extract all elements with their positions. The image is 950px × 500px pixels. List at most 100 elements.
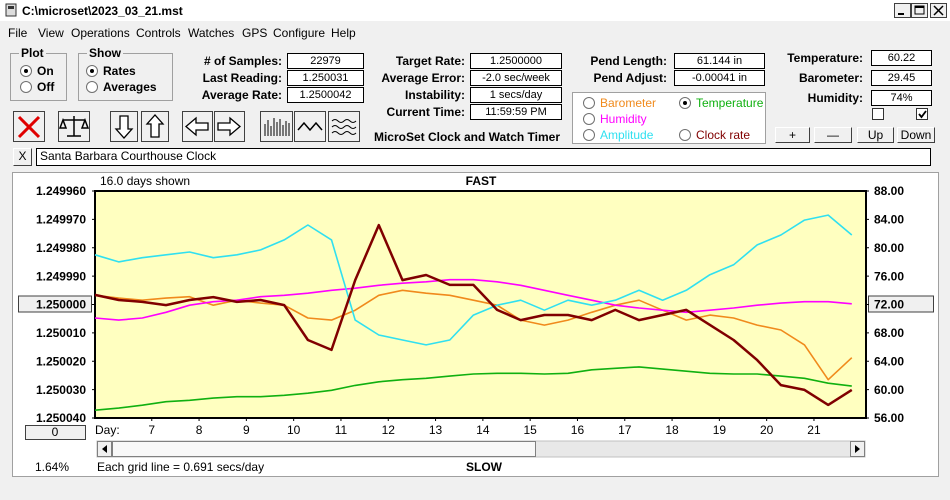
- x-axis-label: Day:: [95, 423, 120, 437]
- y2-tick-label: 80.00: [874, 241, 904, 255]
- close-button[interactable]: X: [13, 148, 32, 166]
- legend-option[interactable]: Humidity: [583, 112, 647, 126]
- menu-item[interactable]: Configure: [273, 26, 326, 40]
- menu-item[interactable]: File: [8, 26, 28, 40]
- menu-item[interactable]: GPS: [242, 26, 268, 40]
- legend-label: Humidity: [600, 112, 647, 126]
- field-label: Average Rate:: [201, 88, 282, 102]
- field-label: Average Error:: [381, 71, 465, 85]
- field-label: Pend Adjust:: [593, 71, 667, 85]
- y-tick-label: 1.250010: [36, 326, 86, 340]
- days-shown: 16.0 days shown: [100, 174, 190, 188]
- series-line: [94, 223, 853, 407]
- window-controls[interactable]: [894, 3, 948, 19]
- legend-option[interactable]: Amplitude: [583, 128, 653, 142]
- menu-item[interactable]: Controls: [136, 26, 181, 40]
- button[interactable]: Up: [857, 127, 894, 143]
- field-value: 11:59:59 PM: [470, 104, 562, 120]
- y2-tick-label: 60.00: [874, 383, 904, 397]
- menu-item[interactable]: Watches: [188, 26, 235, 40]
- right-button[interactable]: [214, 111, 245, 142]
- radio[interactable]: [20, 81, 32, 93]
- footer: Each grid line = 0.691 secs/day: [97, 460, 264, 474]
- field-label: Pend Length:: [590, 54, 667, 68]
- y-tick-label: 1.250030: [36, 383, 86, 397]
- legend-option[interactable]: Clock rate: [679, 128, 750, 142]
- field-label: # of Samples:: [203, 54, 282, 68]
- axis-button[interactable]: [18, 295, 92, 313]
- field-value: 60.22: [871, 50, 932, 66]
- series-line: [94, 278, 852, 321]
- button[interactable]: —: [814, 127, 852, 143]
- clear-button[interactable]: [13, 111, 45, 142]
- description-field[interactable]: Santa Barbara Courthouse Clock: [36, 148, 931, 166]
- x-tick-label: 9: [243, 423, 250, 437]
- radio[interactable]: [86, 65, 98, 77]
- radio-option[interactable]: Averages: [86, 80, 157, 94]
- radio[interactable]: [583, 97, 595, 109]
- field-value: 1.2500000: [470, 53, 562, 69]
- x-tick-label: 21: [807, 423, 821, 437]
- radio[interactable]: [679, 129, 691, 141]
- checkboxes[interactable]: [872, 108, 932, 122]
- toolbar: [13, 111, 360, 142]
- radio-label: Off: [37, 80, 55, 94]
- radio-label: Rates: [103, 64, 136, 78]
- radio-option[interactable]: On: [20, 64, 54, 78]
- wave-button[interactable]: [294, 111, 326, 142]
- field-value: 1.250031: [287, 70, 364, 86]
- y-tick-label: 1.249990: [36, 269, 86, 283]
- x-tick-label: 13: [429, 423, 443, 437]
- field-value: 61.144 in: [674, 53, 765, 69]
- left-button[interactable]: [182, 111, 213, 142]
- menu-item[interactable]: Help: [331, 26, 356, 40]
- waves-button[interactable]: [328, 111, 360, 142]
- legend-option[interactable]: Barometer: [583, 96, 656, 110]
- show-group: Show: [78, 46, 173, 101]
- legend-label: Clock rate: [696, 128, 751, 142]
- plot-group: Plot: [10, 46, 67, 101]
- bars-button[interactable]: [260, 111, 293, 142]
- radio-option[interactable]: Off: [20, 80, 54, 94]
- fast-label: FAST: [466, 174, 497, 188]
- radio[interactable]: [20, 65, 32, 77]
- y2-tick-label: 56.00: [874, 411, 904, 425]
- legend-option[interactable]: Temperature: [679, 96, 763, 110]
- series-selector: Barometer Temperature Humidity Amplitude Clo…: [572, 92, 766, 144]
- y2-tick-label: 64.00: [874, 354, 904, 368]
- x-tick-label: 10: [287, 423, 301, 437]
- group-title: Plot: [19, 46, 46, 60]
- field-label: Last Reading:: [202, 71, 282, 85]
- field-value: 1 secs/day: [470, 87, 562, 103]
- balance-button[interactable]: [58, 111, 90, 142]
- menu-item[interactable]: View: [38, 26, 64, 40]
- radio[interactable]: [679, 97, 691, 109]
- plot-area: [94, 190, 867, 419]
- field-value: -2.0 sec/week: [470, 70, 562, 86]
- x-tick-label: 14: [476, 423, 490, 437]
- radio-label: On: [37, 64, 54, 78]
- y2-tick-label: 84.00: [874, 213, 904, 227]
- field-value: 29.45: [871, 70, 932, 86]
- button[interactable]: +: [775, 127, 810, 143]
- legend-label: Barometer: [600, 96, 657, 110]
- radio[interactable]: [583, 129, 595, 141]
- radio-option[interactable]: Rates: [86, 64, 136, 78]
- down-button[interactable]: [110, 111, 138, 142]
- menu-item[interactable]: Operations: [71, 26, 130, 40]
- scrollbar[interactable]: [96, 440, 866, 458]
- y-tick-label: 1.250040: [36, 411, 86, 425]
- scroll-button[interactable]: [25, 425, 86, 440]
- y-tick-label: 1.249960: [36, 184, 86, 198]
- radio[interactable]: [86, 81, 98, 93]
- legend-label: Temperature: [696, 96, 764, 110]
- x-tick-label: 12: [382, 423, 396, 437]
- up-button[interactable]: [141, 111, 169, 142]
- button[interactable]: Down: [897, 127, 935, 143]
- radio[interactable]: [583, 113, 595, 125]
- y-tick-label: 1.249980: [36, 241, 86, 255]
- y-tick-label: 1.250000: [36, 298, 86, 312]
- window-title: C:\microset\2023_03_21.mst: [22, 4, 183, 18]
- y2-tick-label: 72.00: [874, 298, 904, 312]
- y2-tick-label: 88.00: [874, 184, 904, 198]
